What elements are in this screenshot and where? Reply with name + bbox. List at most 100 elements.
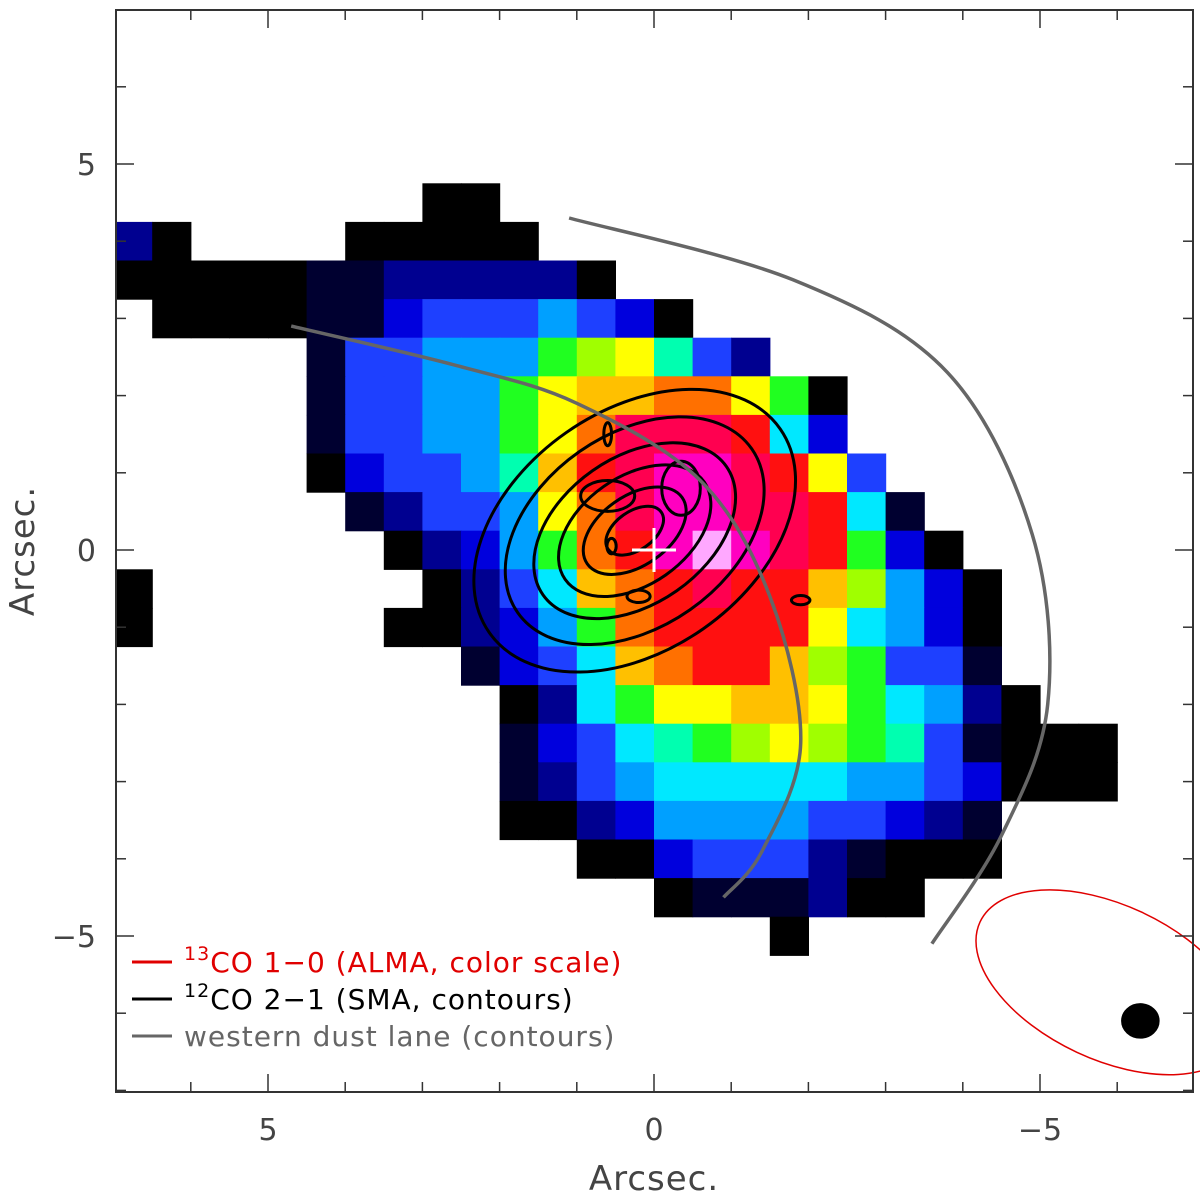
heatmap-cell	[229, 260, 269, 300]
heatmap-cell	[731, 337, 771, 377]
heatmap-cell	[692, 839, 732, 879]
heatmap-cell	[924, 607, 964, 648]
heatmap-cell	[538, 685, 578, 725]
heatmap-cell	[345, 453, 385, 493]
heatmap-cell	[808, 569, 848, 609]
heatmap-cell	[808, 492, 848, 532]
heatmap-cell	[383, 337, 423, 377]
contour-blob	[605, 536, 618, 556]
heatmap-cell	[847, 839, 887, 879]
heatmap-cell	[885, 569, 925, 609]
x-tick-label: 0	[644, 1113, 663, 1148]
heatmap-cell	[422, 260, 462, 300]
heatmap-cell	[268, 260, 308, 300]
heatmap-cell	[461, 376, 501, 416]
heatmap-cell	[499, 800, 539, 841]
heatmap-cell	[576, 762, 616, 802]
heatmap-cell	[383, 453, 423, 493]
heatmap-cell	[538, 800, 578, 841]
heatmap-cell	[615, 762, 655, 802]
heatmap-cell	[190, 299, 230, 339]
heatmap-cell	[615, 800, 655, 841]
heatmap-cell	[422, 569, 462, 609]
heatmap-cell	[229, 299, 269, 339]
heatmap-cell	[847, 453, 887, 493]
heatmap-cell	[499, 260, 539, 300]
heatmap-cell	[345, 260, 385, 300]
heatmap-cell	[847, 878, 887, 918]
center-marker	[632, 528, 676, 572]
contour-line	[532, 441, 738, 621]
heatmap-cell	[692, 723, 732, 763]
heatmap-cell	[576, 800, 616, 841]
heatmap-cell	[808, 762, 848, 802]
axis-ticks: 5 0 −5 5 0 −5	[52, 10, 1193, 1148]
heatmap-cell	[808, 607, 848, 648]
heatmap-cell	[422, 183, 462, 223]
heatmap-cell	[306, 414, 346, 455]
heatmap-cell	[847, 569, 887, 609]
heatmap-cell	[383, 376, 423, 416]
contour-blob	[789, 594, 812, 607]
heatmap-cell	[152, 299, 192, 339]
heatmap-cell	[847, 685, 887, 725]
heatmap-cell	[306, 376, 346, 416]
heatmap-cell	[461, 414, 501, 455]
heatmap-cell	[383, 414, 423, 455]
heatmap-cell	[422, 376, 462, 416]
heatmap-cell	[692, 607, 732, 648]
heatmap-cell	[885, 530, 925, 570]
heatmap-cell	[306, 337, 346, 377]
heatmap-cell	[538, 260, 578, 300]
contour-line	[503, 415, 766, 647]
heatmap-cell	[538, 723, 578, 763]
heatmap-cell	[769, 453, 809, 493]
heatmap-cell	[731, 685, 771, 725]
heatmap-cell	[538, 762, 578, 802]
heatmap-cell	[422, 530, 462, 570]
heatmap-cell	[615, 685, 655, 725]
heatmap-cell	[422, 607, 462, 648]
heatmap-cell	[654, 800, 694, 841]
heatmap-cell	[576, 723, 616, 763]
y-tick-label: −5	[52, 920, 96, 955]
heatmap-cell	[461, 183, 501, 223]
heatmap-cell	[769, 492, 809, 532]
heatmap-cell	[692, 762, 732, 802]
heatmap-cell	[962, 762, 1002, 802]
heatmap-cell	[769, 800, 809, 841]
heatmap-cell	[924, 800, 964, 841]
heatmap-cell	[576, 337, 616, 377]
heatmap-cell	[692, 800, 732, 841]
heatmap-cell	[383, 221, 423, 262]
heatmap-cell	[152, 260, 192, 300]
heatmap-cell	[731, 762, 771, 802]
heatmap-cell	[306, 260, 346, 300]
legend-entry: 13CO 1−0 (ALMA, color scale)	[184, 943, 622, 979]
heatmap-cell	[499, 723, 539, 763]
heatmap-cell	[576, 299, 616, 339]
heatmap-cell	[461, 260, 501, 300]
heatmap-cell	[654, 337, 694, 377]
heatmap-cell	[615, 453, 655, 493]
heatmap-cell	[885, 800, 925, 841]
heatmap-cell	[731, 607, 771, 648]
contour-line	[472, 387, 798, 674]
heatmap-cell	[422, 414, 462, 455]
heatmap-cell	[885, 646, 925, 686]
heatmap-cell	[731, 800, 771, 841]
heatmap-cell	[924, 839, 964, 879]
heatmap-cell	[116, 569, 153, 609]
heatmap-cell	[808, 453, 848, 493]
heatmap-cell	[769, 376, 809, 416]
heatmap-cell	[654, 839, 694, 879]
dust-lane-curve	[290, 324, 803, 899]
heatmap	[116, 183, 1118, 956]
heatmap-cell	[576, 646, 616, 686]
heatmap-cell	[962, 685, 1002, 725]
legend-entry: 12CO 2−1 (SMA, contours)	[184, 980, 574, 1016]
heatmap-cell	[808, 878, 848, 918]
heatmap-cell	[1001, 685, 1041, 725]
contour-line	[557, 463, 713, 599]
